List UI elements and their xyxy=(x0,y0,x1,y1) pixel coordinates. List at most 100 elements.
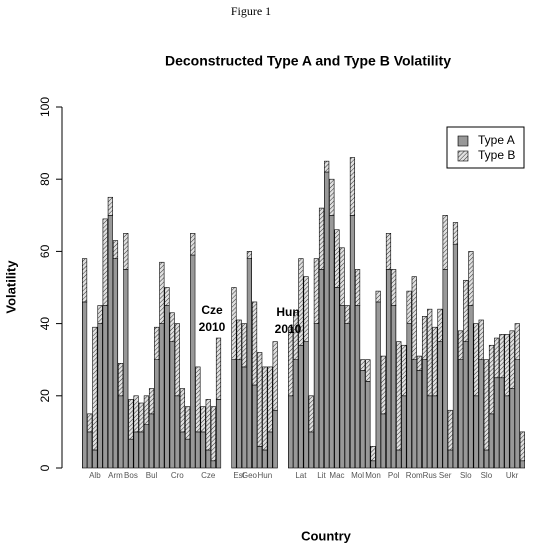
bar-segment xyxy=(437,308,443,342)
bar-segment xyxy=(118,395,124,469)
x-tick-label: Slo xyxy=(460,471,472,480)
bar-segment xyxy=(427,395,433,469)
bar-segment xyxy=(396,449,402,469)
y-tick-label: 0 xyxy=(38,464,52,471)
bar-segment xyxy=(236,319,242,360)
bar-segment xyxy=(473,395,479,469)
x-tick-label: Arm xyxy=(108,471,123,480)
bar-segment xyxy=(324,160,330,173)
legend-swatch xyxy=(457,150,469,162)
x-tick-label: Mon xyxy=(365,471,381,480)
bar-segment xyxy=(411,359,417,469)
bar-segment xyxy=(519,460,526,469)
bar-segment xyxy=(411,276,417,361)
bar-segment xyxy=(416,370,422,469)
y-tick-label: 60 xyxy=(38,244,52,258)
bar-segment xyxy=(185,438,191,469)
bar-segment xyxy=(97,305,103,324)
bar-segment xyxy=(154,326,160,360)
bar-segment xyxy=(483,449,489,469)
bar-segment xyxy=(504,334,510,397)
bar-segment xyxy=(318,269,325,469)
bar-segment xyxy=(468,305,474,469)
bar-segment xyxy=(112,240,119,259)
bar-segment xyxy=(488,344,495,415)
bar-segment xyxy=(334,229,340,288)
bar-segment xyxy=(200,431,206,469)
x-tick-label: Est xyxy=(233,471,245,480)
x-tick-label: Ser xyxy=(439,471,452,480)
bar-segment xyxy=(195,366,201,433)
x-tick-label: Bul xyxy=(146,471,158,480)
bar-segment xyxy=(190,254,196,469)
bar-segment xyxy=(385,269,392,469)
annotation: Hun xyxy=(276,305,299,319)
bar-segment xyxy=(380,413,386,469)
bar-segment xyxy=(349,157,356,216)
bar-segment xyxy=(267,366,273,433)
bar-segment xyxy=(478,319,484,360)
bar-segment xyxy=(375,290,381,303)
bar-segment xyxy=(262,366,268,451)
bar-segment xyxy=(190,233,196,256)
bar-segment xyxy=(509,388,515,469)
bar-segment xyxy=(308,395,314,433)
bar-segment xyxy=(473,323,479,397)
bar-segment xyxy=(148,413,155,469)
bar-segment xyxy=(355,305,361,469)
annotation: Cze xyxy=(201,303,223,317)
bar-segment xyxy=(174,395,180,469)
bar-segment xyxy=(365,381,371,469)
bar-segment xyxy=(123,233,129,270)
bar-segment xyxy=(241,323,247,368)
chart-title: Deconstructed Type A and Type B Volatili… xyxy=(165,53,451,69)
bar-segment xyxy=(87,413,93,433)
bar-segment xyxy=(339,247,345,306)
bar-segment xyxy=(102,218,108,306)
bar-segment xyxy=(123,269,129,469)
bar-segment xyxy=(267,431,273,469)
y-tick-label: 40 xyxy=(38,317,52,331)
bar-segment xyxy=(329,178,335,216)
bar-segment xyxy=(87,431,93,469)
bar-segment xyxy=(143,424,149,469)
legend-swatch xyxy=(457,135,469,147)
bar-segment xyxy=(138,402,144,433)
bar-segment xyxy=(185,406,191,440)
bar-segment xyxy=(148,388,155,415)
bar-segment xyxy=(452,222,459,245)
bar-segment xyxy=(102,305,108,469)
bar-segment xyxy=(215,337,222,400)
bar-segment xyxy=(241,366,247,469)
x-tick-label: Cro xyxy=(171,471,184,480)
bar-segment xyxy=(179,431,186,469)
bar-segment xyxy=(391,269,397,306)
x-tick-label: Rom xyxy=(406,471,423,480)
annotation: 2010 xyxy=(199,320,226,334)
bar-segment xyxy=(334,287,340,469)
bar-segment xyxy=(483,359,489,451)
y-tick-label: 100 xyxy=(38,97,52,117)
bar-segment xyxy=(272,409,278,469)
bar-segment xyxy=(246,251,252,259)
bar-segment xyxy=(452,243,459,469)
bar-segment xyxy=(164,287,170,306)
bar-segment xyxy=(251,301,258,386)
bar-segment xyxy=(138,431,144,469)
bar-segment xyxy=(313,323,319,469)
x-axis-label: Country xyxy=(301,528,352,543)
bar-segment xyxy=(514,359,520,469)
bar-segment xyxy=(355,269,361,306)
bar-segment xyxy=(499,334,505,379)
bar-segment xyxy=(210,406,216,462)
bar-segment xyxy=(504,395,510,469)
bar-segment xyxy=(169,312,175,342)
y-axis-label: Volatility xyxy=(3,260,18,314)
bar-segment xyxy=(329,215,335,469)
x-tick-label: Alb xyxy=(89,471,101,480)
bar-segment xyxy=(205,399,211,451)
bar-segment xyxy=(421,316,428,361)
bar-segment xyxy=(154,359,160,469)
bar-segment xyxy=(92,326,98,451)
x-tick-label: Hun xyxy=(258,471,273,480)
